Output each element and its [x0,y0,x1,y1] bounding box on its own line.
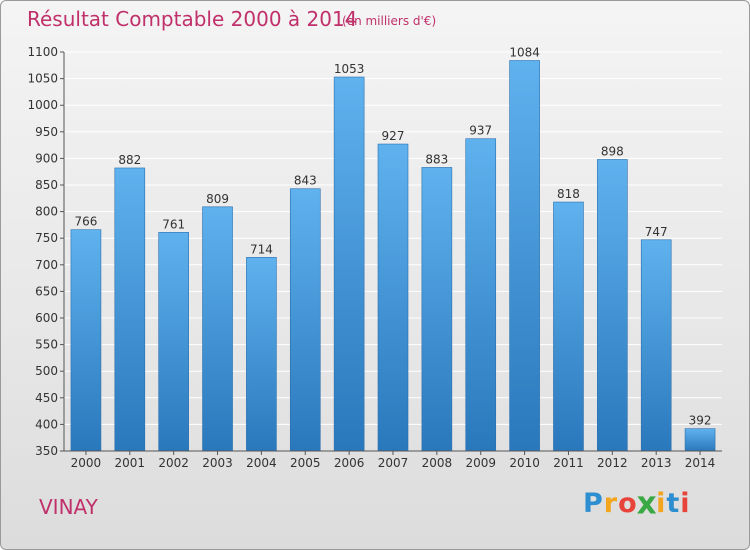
y-tick-label: 1000 [27,98,58,112]
x-tick-label-2011: 2011 [553,456,584,470]
logo-letter: x [636,485,658,522]
y-tick-label: 950 [35,125,58,139]
x-tick-label-2012: 2012 [597,456,628,470]
logo-letter: i [656,488,667,519]
logo-letter: r [603,488,619,519]
value-label-2006: 1053 [334,62,365,76]
bar-2008 [421,167,453,452]
value-label-2012: 898 [601,144,624,158]
x-tick-label-2003: 2003 [202,456,233,470]
value-label-2013: 747 [645,225,668,239]
bar-2002 [158,232,189,452]
x-tick-label-2005: 2005 [290,456,321,470]
y-tick-label: 750 [35,231,58,245]
axes [60,51,722,455]
bar-2004 [246,257,277,452]
x-tick-label-2007: 2007 [378,456,409,470]
bar-2001 [114,167,146,452]
logo-letter: t [666,488,681,519]
value-label-2001: 882 [118,153,141,167]
bar-2014 [684,428,716,452]
bar-2009 [465,138,497,452]
value-label-2009: 937 [469,124,492,138]
x-tick-label-2006: 2006 [334,456,365,470]
x-tick-label-2014: 2014 [685,456,716,470]
value-label-2011: 818 [557,187,580,201]
x-tick-label-2001: 2001 [115,456,146,470]
proxiti-logo: Proxiti [583,485,691,522]
x-tick-label-2008: 2008 [422,456,453,470]
value-label-2008: 883 [425,152,448,166]
x-tick-label-2013: 2013 [641,456,672,470]
value-label-2002: 761 [162,217,185,231]
value-label-2005: 843 [294,174,317,188]
y-tick-label: 1050 [27,72,58,86]
bar-2007 [377,143,409,452]
value-label-2004: 714 [250,242,273,256]
bar-2010 [509,60,540,452]
chart-subtitle: (en milliers d'€) [342,14,437,28]
value-label-2010: 1084 [509,46,540,60]
x-tick-label-2004: 2004 [246,456,277,470]
bar-2000 [70,229,102,452]
value-label-2014: 392 [689,414,712,428]
value-label-2003: 809 [206,192,229,206]
chart-title: Résultat Comptable 2000 à 2014 [27,7,358,31]
logo-letter: P [583,488,604,519]
y-tick-label: 650 [35,284,58,298]
x-tick-label-2000: 2000 [71,456,102,470]
y-tick-label: 400 [35,417,58,431]
y-tick-label: 500 [35,364,58,378]
y-tick-label: 450 [35,391,58,405]
x-tick-label-2010: 2010 [509,456,540,470]
value-label-2007: 927 [382,129,405,143]
x-tick-label-2002: 2002 [158,456,189,470]
y-tick-label: 900 [35,151,58,165]
labels: 350 400 450 500 550 600 650 700 750 800 850 900 950 1… [27,45,715,470]
x-tick-label-2009: 2009 [465,456,496,470]
bar-2011 [553,201,584,452]
bar-2012 [597,159,628,452]
y-tick-label: 800 [35,205,58,219]
bar-chart: 350 400 450 500 550 600 650 700 750 800 850 900 950 1… [27,45,722,470]
y-tick-label: 550 [35,338,58,352]
bar-2003 [202,206,233,452]
bar-2013 [640,239,672,452]
bar-2005 [289,188,321,452]
bar-2006 [333,76,365,452]
logo-letter: i [680,488,691,519]
value-label-2000: 766 [74,215,97,229]
y-tick-label: 850 [35,178,58,192]
bars [70,60,716,452]
y-tick-label: 700 [35,258,58,272]
logo-letter: o [618,488,638,519]
y-tick-label: 350 [35,444,58,458]
y-tick-label: 1100 [27,45,58,59]
y-tick-label: 600 [35,311,58,325]
city-name: VINAY [39,495,98,519]
